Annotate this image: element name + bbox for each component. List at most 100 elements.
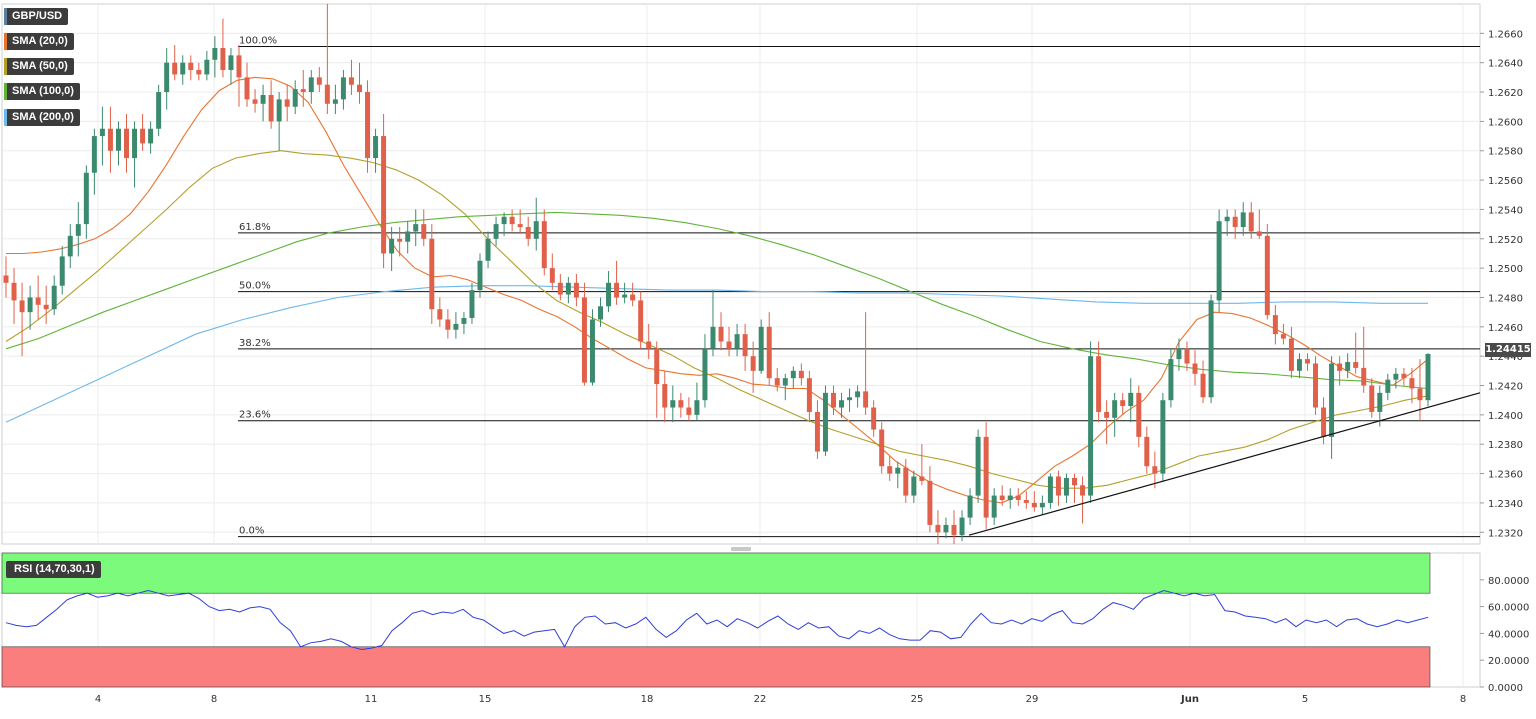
legend-sma100[interactable]: SMA (100,0) [4,83,80,100]
legend-sma20[interactable]: SMA (20,0) [4,33,74,50]
fib-level-label: 0.0% [239,526,264,537]
candle-body [268,94,274,122]
candle-body [589,319,595,383]
candle-body [308,77,314,93]
candle-body [1385,379,1391,393]
candle-body [172,62,178,75]
candlestick [565,276,571,304]
candle-body [927,480,933,525]
legend-sma200[interactable]: SMA (200,0) [4,109,80,126]
candlestick [1353,332,1359,374]
candle-body [493,224,499,239]
legend-sma50[interactable]: SMA (50,0) [4,58,74,75]
candlestick [91,128,97,195]
candlestick [887,455,893,481]
candle-body [1296,359,1302,371]
candlestick [332,84,338,115]
candle-body [1288,338,1294,371]
candle-body [1256,231,1262,236]
candle-body [1321,407,1327,437]
candle-body [525,227,531,239]
candlestick [646,323,652,360]
candle-body [1329,363,1335,437]
candlestick [1288,326,1294,379]
candlestick [814,400,820,459]
rsi-tick-label: 60.0000 [1488,603,1529,614]
candle-body [1232,216,1238,228]
candle-body [1216,221,1222,301]
price-tick-label: 1.2660 [1488,29,1523,40]
fibonacci-levels: 100.0% 61.8% 50.0% 38.2% 23.6% 0.0% [238,36,1480,538]
candle-body [1272,315,1278,335]
candle-body [11,282,17,301]
rsi-overbought-zone [1,552,1431,594]
candle-body [316,77,322,85]
candle-body [132,128,138,159]
candlestick [348,59,354,95]
candle-body [124,128,129,159]
candlestick [180,55,186,85]
candle-body [839,400,845,408]
candle-body [501,216,507,225]
candlestick [662,370,668,423]
candle-body [461,318,467,324]
candle-body [1200,373,1206,398]
candlestick [678,392,684,418]
candle-body [831,392,836,408]
candle-body [397,238,403,242]
candlestick [839,392,845,418]
candlestick [622,282,628,304]
candle-body [453,323,459,330]
price-tick-label: 1.2440 [1488,352,1523,363]
panel-resize-handle[interactable] [731,547,751,551]
x-tick-label: 5 [1302,694,1308,705]
candlestick [1224,209,1230,236]
candle-body [1345,362,1351,371]
candlestick [1080,476,1086,524]
candlestick [517,209,523,233]
candle-body [822,392,828,452]
candle-body [1377,392,1383,412]
candlestick [1112,392,1118,437]
candlestick [260,84,266,122]
candlestick [357,62,362,104]
candle-body [798,370,804,379]
candle-body [196,70,202,75]
rsi-legend[interactable]: RSI (14,70,30,1) [6,561,101,578]
price-tick-label: 1.2600 [1488,117,1523,128]
candlestick [124,114,129,173]
legend-symbol[interactable]: GBP/USD [4,8,69,25]
candle-body [573,282,579,298]
candlestick [533,197,539,251]
candlestick [557,274,563,301]
candle-body [244,77,250,100]
candlestick [1063,473,1069,503]
candle-body [340,77,346,100]
candlestick [204,50,210,81]
candle-body [260,94,266,104]
candle-body [991,495,997,518]
candlestick [316,67,322,93]
candle-body [67,235,73,257]
price-tick-label: 1.2480 [1488,293,1523,304]
legend-sma50-label: SMA (50,0) [12,60,68,72]
candle-body [75,224,81,236]
candlestick [477,253,483,298]
rsi-legend-label: RSI (14,70,30,1) [14,563,95,575]
candlestick [1096,341,1102,423]
candle-body [1168,359,1174,401]
candlestick [300,70,306,107]
candle-body [943,524,949,533]
candle-body [1425,353,1431,401]
candlestick [485,231,491,269]
candlestick [509,209,515,232]
candle-body [445,319,451,330]
candlestick [782,373,788,401]
candlestick [1168,348,1174,408]
candlestick [630,282,636,307]
candle-body [1264,235,1270,316]
candle-body [871,407,877,430]
candlestick [1256,209,1262,239]
candlestick [895,461,901,489]
candle-body [405,231,411,242]
